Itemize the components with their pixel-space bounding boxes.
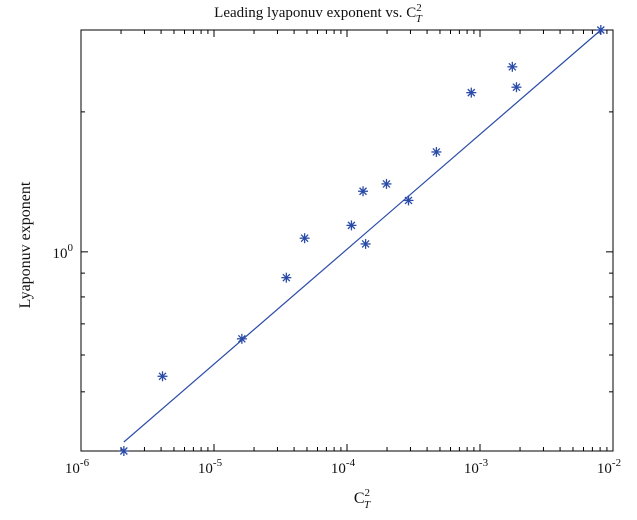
plot-area <box>80 29 614 452</box>
plot-frame <box>80 29 614 452</box>
data-marks <box>118 25 606 456</box>
x-tick-label: 10-4 <box>331 457 356 477</box>
x-tick-label: 10-2 <box>597 457 621 477</box>
data-point <box>236 333 247 344</box>
data-point <box>360 238 371 249</box>
data-point <box>381 178 392 189</box>
data-point <box>466 87 477 98</box>
x-tick-label: 10-3 <box>464 457 489 477</box>
chart-title: Leading lyaponuv exponent vs. C2 T <box>214 2 423 25</box>
data-point <box>281 272 292 283</box>
data-point <box>299 233 310 244</box>
axis-ticks: 10-6 10-5 10-4 10-3 10-2 100 <box>53 29 621 477</box>
x-tick-label: 10-6 <box>65 457 90 477</box>
y-tick-label: 100 <box>53 242 74 262</box>
y-axis-label: Lyaponuv exponent <box>17 181 34 308</box>
data-point <box>507 61 518 72</box>
x-axis-label: C2 T <box>354 487 371 511</box>
data-point <box>358 186 369 197</box>
data-point <box>118 446 129 456</box>
data-point <box>403 195 414 206</box>
data-point <box>431 146 442 157</box>
data-point <box>511 82 522 93</box>
data-point <box>157 371 168 382</box>
x-tick-label: 10-5 <box>198 457 223 477</box>
data-point <box>346 220 357 231</box>
fit-line <box>123 29 602 443</box>
